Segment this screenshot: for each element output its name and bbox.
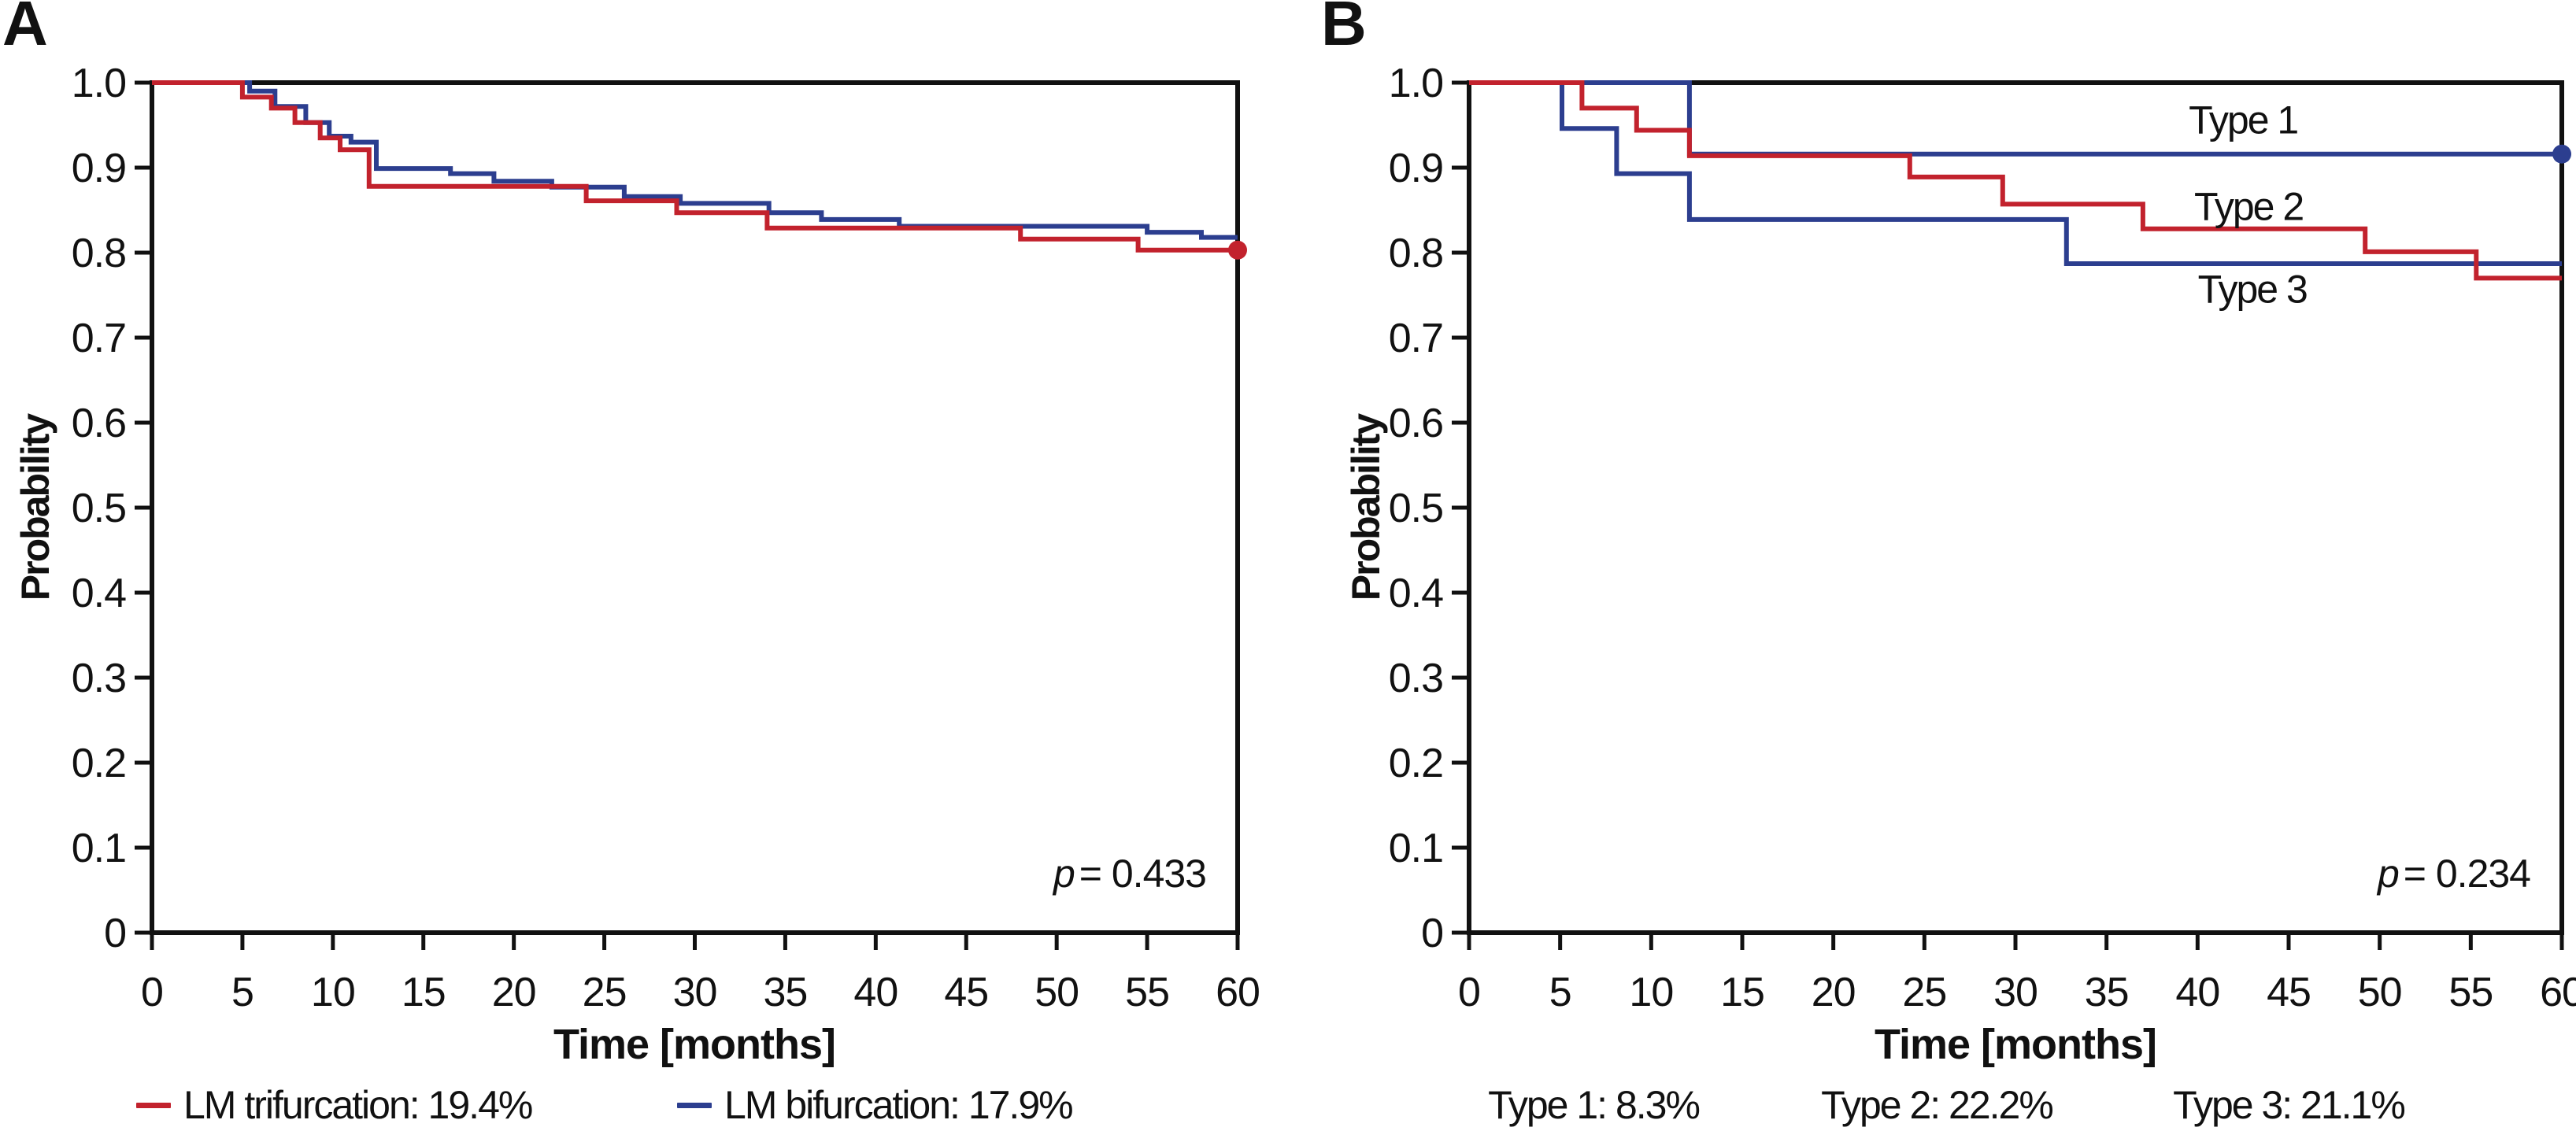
legend-label: Type 2: 22.2% — [1821, 1083, 2054, 1127]
legend-label: LM bifurcation: 17.9% — [724, 1083, 1074, 1127]
panel-A-x-axis-title: Time [months] — [553, 1021, 836, 1068]
legend-item-lm-bifurcation: LM bifurcation: 17.9% — [677, 1083, 1074, 1127]
x-tick-label: 20 — [1812, 970, 1856, 1015]
p-symbol: p — [2377, 852, 2400, 896]
legend-label: Type 3: 21.1% — [2173, 1083, 2406, 1127]
y-tick-label: 0 — [104, 911, 126, 956]
curve-annotation-type-3: Type 3 — [2198, 267, 2307, 311]
x-tick-label: 40 — [2175, 970, 2219, 1015]
legend-item-type-1: Type 1: 8.3% — [1488, 1083, 1701, 1127]
km-curve-lm-trifurcation — [152, 80, 1238, 253]
x-tick-label: 0 — [141, 970, 163, 1015]
km-curve-type-1 — [1469, 80, 2562, 157]
y-tick-label: 0 — [1421, 911, 1443, 956]
x-axis-ticks: 0 5 10 15 20 25 30 35 40 45 50 55 60 — [1458, 933, 2576, 1015]
x-tick-label: 10 — [1629, 970, 1673, 1015]
y-axis-ticks: 1.0 0.9 0.8 0.7 0.6 0.5 0.4 0.3 0.2 0.1 0 — [72, 61, 152, 956]
panel-B: 1.0 0.9 0.8 0.7 0.6 0.5 0.4 0.3 0.2 0.1 0 0 5 10 15 20 2… — [1288, 0, 2576, 1131]
y-tick-label: 0.6 — [72, 401, 126, 446]
p-value-text: = 0.234 — [2403, 852, 2531, 896]
x-axis-ticks: 0 5 10 15 20 25 30 35 40 45 50 55 60 — [141, 933, 1260, 1015]
panel-B-x-axis-title: Time [months] — [1874, 1021, 2157, 1068]
legend-item-lm-trifurcation: LM trifurcation: 19.4% — [136, 1083, 533, 1127]
y-tick-label: 0.7 — [1389, 316, 1443, 361]
x-tick-label: 35 — [2085, 970, 2129, 1015]
y-tick-label: 0.3 — [72, 656, 126, 701]
panel-A-label: A — [2, 0, 48, 58]
y-tick-label: 0.1 — [1389, 826, 1443, 871]
x-tick-label: 25 — [1902, 970, 1946, 1015]
lm-bifurcation-swatch — [677, 1102, 712, 1108]
y-tick-label: 0.9 — [72, 146, 126, 191]
x-tick-label: 35 — [763, 970, 807, 1015]
y-tick-label: 0.5 — [72, 486, 126, 531]
y-tick-label: 1.0 — [1389, 61, 1443, 106]
y-tick-label: 0.4 — [1389, 571, 1443, 616]
p-symbol: p — [1053, 852, 1075, 896]
km-curve-type-3 — [1469, 80, 2562, 266]
x-tick-label: 50 — [2358, 970, 2402, 1015]
x-tick-label: 10 — [311, 970, 355, 1015]
x-tick-label: 0 — [1458, 970, 1480, 1015]
legend-label: LM trifurcation: 19.4% — [183, 1083, 533, 1127]
panel-A: 1.0 0.9 0.8 0.7 0.6 0.5 0.4 0.3 0.2 0.1 0 0 5 10 15 20 2… — [2, 0, 1260, 1127]
km-curve-lm-bifurcation — [152, 80, 1238, 240]
panel-A-p-value: p = 0.433 — [931, 852, 1207, 896]
x-tick-label: 60 — [1216, 970, 1260, 1015]
lm-trifurcation-swatch — [136, 1102, 171, 1108]
y-tick-label: 0.2 — [72, 741, 126, 786]
panel-A-y-axis-title: Probability — [13, 414, 57, 601]
y-tick-label: 0.2 — [1389, 741, 1443, 786]
x-tick-label: 15 — [1720, 970, 1764, 1015]
x-tick-label: 15 — [402, 970, 446, 1015]
x-tick-label: 45 — [2267, 970, 2311, 1015]
x-tick-label: 20 — [492, 970, 536, 1015]
x-tick-label: 5 — [1549, 970, 1571, 1015]
x-tick-label: 30 — [673, 970, 717, 1015]
x-tick-label: 40 — [853, 970, 898, 1015]
x-tick-label: 55 — [2448, 970, 2493, 1015]
y-tick-label: 0.1 — [72, 826, 126, 871]
x-tick-label: 5 — [231, 970, 254, 1015]
y-tick-label: 0.5 — [1389, 486, 1443, 531]
y-axis-ticks: 1.0 0.9 0.8 0.7 0.6 0.5 0.4 0.3 0.2 0.1 0 — [1389, 61, 1469, 956]
legend-item-type-3: Type 3: 21.1% — [2173, 1083, 2406, 1127]
x-tick-label: 50 — [1034, 970, 1079, 1015]
y-tick-label: 0.6 — [1389, 401, 1443, 446]
y-tick-label: 0.8 — [72, 231, 126, 276]
x-tick-label: 60 — [2540, 970, 2576, 1015]
km-curve-type-2 — [1469, 80, 2562, 281]
y-tick-label: 0.4 — [72, 571, 126, 616]
panel-B-label: B — [1321, 0, 1367, 58]
x-tick-label: 30 — [1993, 970, 2037, 1015]
y-tick-label: 0.8 — [1389, 231, 1443, 276]
x-tick-label: 25 — [583, 970, 627, 1015]
endpoint-dot-lm-trifurcation — [1228, 240, 1247, 260]
curve-annotation-type-1: Type 1 — [2189, 98, 2297, 142]
y-tick-label: 0.7 — [72, 316, 126, 361]
y-tick-label: 0.9 — [1389, 146, 1443, 191]
panel-B-chart: 1.0 0.9 0.8 0.7 0.6 0.5 0.4 0.3 0.2 0.1 00 5 10 15 20 2… — [1389, 61, 2576, 1015]
y-tick-label: 0.3 — [1389, 656, 1443, 701]
legend-item-type-2: Type 2: 22.2% — [1821, 1083, 2054, 1127]
legend-label: Type 1: 8.3% — [1488, 1083, 1701, 1127]
y-tick-label: 1.0 — [72, 61, 126, 106]
plot-frame — [1467, 80, 2564, 935]
panel-B-y-axis-title: Probability — [1344, 414, 1388, 601]
x-tick-label: 45 — [944, 970, 988, 1015]
panel-B-p-value: p = 0.234 — [2255, 852, 2531, 896]
p-value-text: = 0.433 — [1079, 852, 1207, 896]
curve-annotation-type-2: Type 2 — [2194, 185, 2303, 229]
panel-A-chart: 1.0 0.9 0.8 0.7 0.6 0.5 0.4 0.3 0.2 0.1 00 5 10 15 20 2… — [72, 61, 1260, 1015]
endpoint-dot-type-1 — [2552, 144, 2571, 164]
plot-frame — [150, 80, 1240, 935]
x-tick-label: 55 — [1125, 970, 1169, 1015]
